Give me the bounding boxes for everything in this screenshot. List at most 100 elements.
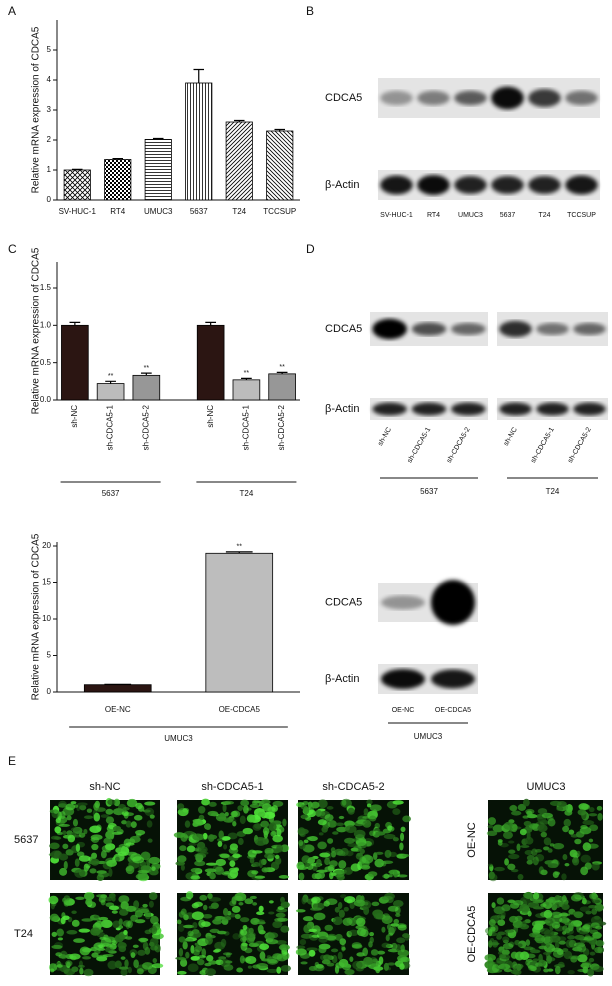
error-bar — [276, 371, 288, 374]
cell — [318, 832, 324, 836]
cell — [262, 803, 272, 812]
cell — [83, 828, 88, 835]
cell — [224, 811, 229, 817]
cell — [390, 925, 397, 933]
cell — [374, 858, 385, 868]
cell — [67, 834, 76, 843]
cell — [507, 899, 516, 904]
cell — [580, 962, 592, 969]
error-bar — [140, 372, 152, 376]
cell — [517, 943, 523, 948]
row-label: CDCA5 — [325, 323, 362, 335]
cell — [348, 929, 360, 936]
cell — [516, 843, 521, 852]
cell — [207, 810, 219, 817]
cell — [381, 895, 393, 901]
cell — [152, 958, 158, 964]
cell — [268, 822, 277, 832]
cell — [488, 919, 496, 927]
cell — [334, 906, 340, 913]
cell — [117, 942, 127, 949]
bar — [205, 552, 274, 693]
cell — [98, 916, 109, 921]
cell — [280, 964, 292, 972]
significance: ** — [108, 373, 114, 380]
cell — [58, 800, 67, 808]
cell — [512, 900, 524, 906]
cell — [100, 894, 108, 899]
cell — [503, 821, 514, 830]
cell — [198, 814, 205, 821]
cell — [592, 931, 602, 939]
cell — [258, 905, 264, 912]
cell — [252, 902, 258, 906]
cell — [201, 798, 210, 806]
error-bar — [112, 158, 124, 160]
cell — [299, 939, 307, 946]
blot-band — [431, 669, 475, 689]
cell — [399, 842, 404, 851]
bar — [104, 159, 132, 201]
cell — [63, 861, 68, 870]
cell — [334, 848, 344, 856]
cell — [311, 801, 320, 809]
cell — [252, 861, 261, 867]
cell — [107, 799, 116, 806]
cell — [177, 970, 187, 975]
y-tick-label: 1.5 — [40, 283, 52, 292]
cell — [540, 869, 548, 876]
cell — [111, 910, 118, 914]
error-bar — [105, 380, 116, 384]
blot-band — [381, 669, 425, 689]
cell — [151, 963, 164, 969]
lane-label: TCCSUP — [567, 212, 596, 219]
cell — [523, 820, 532, 827]
cell — [135, 873, 145, 880]
cell — [201, 948, 207, 958]
cell — [182, 941, 188, 950]
cell — [590, 922, 600, 929]
cell — [544, 917, 556, 926]
bar — [83, 684, 152, 693]
cell — [496, 934, 502, 940]
bar — [96, 383, 125, 401]
cell — [303, 839, 309, 844]
cell — [591, 862, 600, 871]
cell — [138, 908, 150, 914]
cell — [142, 941, 149, 951]
cell — [191, 902, 200, 909]
cell — [594, 915, 601, 920]
cell — [517, 873, 524, 881]
x-tick-label: sh-CDCA5-2 — [141, 404, 150, 450]
cell — [240, 929, 248, 936]
cell — [383, 873, 390, 879]
cell — [298, 839, 304, 847]
cell — [562, 925, 568, 932]
cell — [594, 946, 603, 954]
cell — [366, 803, 372, 808]
cell — [198, 919, 206, 928]
cell — [254, 838, 267, 846]
cell — [588, 838, 594, 843]
cell — [488, 873, 498, 882]
cell — [558, 940, 566, 945]
cell — [554, 941, 560, 949]
x-tick-label: sh-NC — [70, 405, 79, 428]
cell — [275, 940, 287, 945]
cell — [362, 819, 372, 828]
cell — [504, 929, 514, 933]
cell — [127, 966, 132, 974]
cell — [545, 943, 551, 948]
cell — [501, 949, 510, 956]
cell — [257, 921, 266, 925]
cell — [230, 810, 238, 818]
cell — [111, 831, 123, 835]
lane-label: sh-CDCA5-2 — [446, 426, 472, 464]
error-bar — [152, 137, 164, 140]
cell — [240, 799, 250, 807]
cell — [399, 963, 405, 970]
cell — [231, 905, 241, 913]
cell — [249, 895, 257, 900]
cell — [540, 903, 547, 908]
cell — [90, 834, 103, 841]
